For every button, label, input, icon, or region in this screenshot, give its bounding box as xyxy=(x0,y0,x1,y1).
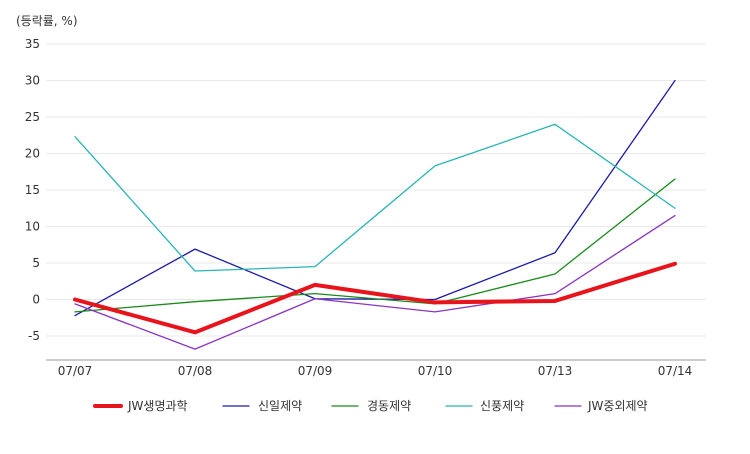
grid xyxy=(46,43,706,361)
series-line-3 xyxy=(74,178,676,313)
x-tick-label-07-10: 07/10 xyxy=(418,364,453,378)
y-tick-label: -5 xyxy=(28,329,40,343)
series-line-4 xyxy=(74,123,676,272)
y-tick-label: 5 xyxy=(32,256,40,270)
legend-label: 경동제약 xyxy=(367,398,411,413)
y-tick-label: 0 xyxy=(32,293,40,307)
legend-label: JW생명과학 xyxy=(127,399,188,413)
y-tick-label: 15 xyxy=(25,183,40,197)
x-axis-ticks: 07/07 07/08 07/09 07/10 07/13 07/14 xyxy=(58,364,693,378)
y-tick-label: 25 xyxy=(25,110,40,124)
legend-item-3[interactable]: 경동제약 xyxy=(331,398,411,413)
y-tick-label: 30 xyxy=(25,74,40,88)
x-tick-label-07-14: 07/14 xyxy=(658,364,693,378)
legend-item-4[interactable]: 신풍제약 xyxy=(445,398,524,413)
legend-label: 신풍제약 xyxy=(480,398,524,413)
y-unit-label: (등락률, %) xyxy=(16,14,78,28)
y-tick-label: 20 xyxy=(25,147,40,161)
legend-label: 신일제약 xyxy=(258,398,302,413)
legend-item-2[interactable]: 신일제약 xyxy=(222,398,302,413)
legend-label: JW중외제약 xyxy=(587,398,648,413)
legend-item-5[interactable]: JW중외제약 xyxy=(554,398,648,413)
x-tick-label-07-07: 07/07 xyxy=(58,364,93,378)
series-lines xyxy=(73,79,677,350)
y-axis-ticks: 35 30 25 20 15 10 5 0 -5 xyxy=(25,37,40,343)
y-tick-label: 35 xyxy=(25,37,40,51)
legend[interactable]: JW생명과학 신일제약 경동제약 신풍제약 JW중외제약 xyxy=(93,398,648,413)
x-tick-label-07-13: 07/13 xyxy=(538,364,573,378)
series-line-2 xyxy=(74,79,676,317)
x-tick-label-07-09: 07/09 xyxy=(298,364,333,378)
y-tick-label: 10 xyxy=(25,220,40,234)
legend-item-1[interactable]: JW생명과학 xyxy=(93,399,188,413)
series-line-5 xyxy=(74,214,676,350)
series-line-1 xyxy=(73,261,677,335)
x-tick-label-07-08: 07/08 xyxy=(178,364,213,378)
